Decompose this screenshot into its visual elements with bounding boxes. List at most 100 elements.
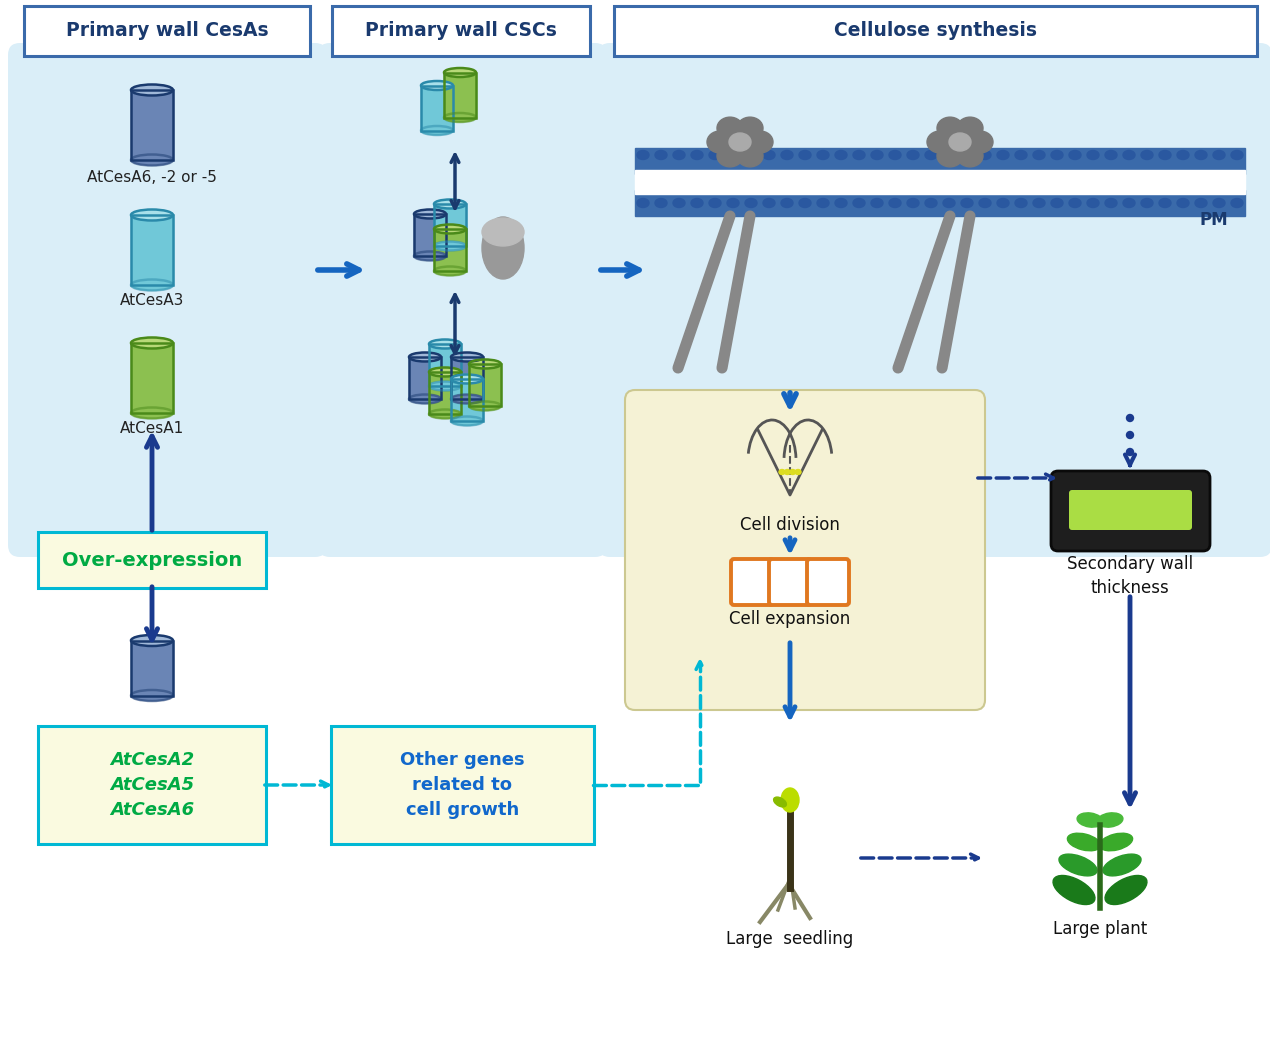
Text: Large plant: Large plant	[1053, 920, 1147, 938]
Ellipse shape	[937, 117, 963, 139]
Text: Primary wall CSCs: Primary wall CSCs	[364, 22, 558, 40]
FancyBboxPatch shape	[598, 43, 1270, 557]
Ellipse shape	[907, 151, 919, 160]
Bar	[451, 357, 483, 399]
Ellipse shape	[1126, 432, 1134, 438]
FancyBboxPatch shape	[24, 6, 310, 56]
Ellipse shape	[799, 151, 812, 160]
Ellipse shape	[1126, 414, 1134, 421]
Ellipse shape	[1126, 448, 1134, 456]
Ellipse shape	[1015, 198, 1027, 208]
Ellipse shape	[745, 151, 757, 160]
Ellipse shape	[927, 131, 952, 153]
Ellipse shape	[834, 198, 847, 208]
Ellipse shape	[1231, 198, 1243, 208]
Ellipse shape	[1105, 875, 1147, 904]
Ellipse shape	[773, 797, 786, 807]
Text: Cell division: Cell division	[740, 516, 839, 534]
FancyBboxPatch shape	[38, 532, 265, 588]
Bar	[469, 364, 500, 406]
Ellipse shape	[871, 198, 883, 208]
Ellipse shape	[763, 151, 775, 160]
Ellipse shape	[729, 133, 751, 151]
Ellipse shape	[691, 151, 704, 160]
Ellipse shape	[420, 81, 453, 90]
Text: Over-expression: Over-expression	[62, 550, 243, 570]
Bar	[434, 204, 466, 246]
Ellipse shape	[1087, 151, 1099, 160]
Bar	[451, 357, 483, 399]
Ellipse shape	[709, 198, 721, 208]
Bar	[131, 343, 173, 413]
Ellipse shape	[747, 131, 773, 153]
Ellipse shape	[451, 394, 483, 404]
Ellipse shape	[1059, 854, 1097, 876]
Text: AtCesA2
AtCesA5
AtCesA6: AtCesA2 AtCesA5 AtCesA6	[110, 752, 194, 819]
Ellipse shape	[131, 635, 173, 646]
Ellipse shape	[817, 151, 829, 160]
Ellipse shape	[638, 198, 649, 208]
Ellipse shape	[483, 218, 525, 246]
FancyBboxPatch shape	[38, 726, 265, 844]
Ellipse shape	[1140, 198, 1153, 208]
Ellipse shape	[1177, 198, 1189, 208]
Bar	[131, 343, 173, 413]
Bar	[444, 73, 476, 117]
Bar	[131, 90, 173, 160]
FancyBboxPatch shape	[318, 43, 607, 557]
Ellipse shape	[1067, 834, 1101, 851]
Ellipse shape	[781, 788, 799, 812]
Ellipse shape	[997, 198, 1008, 208]
Ellipse shape	[1069, 198, 1081, 208]
Ellipse shape	[673, 151, 685, 160]
Text: PM: PM	[1199, 211, 1228, 229]
Ellipse shape	[795, 469, 801, 474]
Ellipse shape	[779, 469, 785, 474]
Bar	[429, 344, 461, 386]
Bar	[429, 372, 461, 414]
Ellipse shape	[131, 210, 173, 220]
Text: AtCesA3: AtCesA3	[119, 293, 184, 308]
Ellipse shape	[483, 217, 525, 279]
Ellipse shape	[131, 155, 173, 165]
Bar	[434, 229, 466, 271]
Ellipse shape	[1102, 854, 1140, 876]
Ellipse shape	[434, 199, 466, 209]
Ellipse shape	[997, 151, 1008, 160]
Ellipse shape	[1140, 151, 1153, 160]
Bar	[434, 229, 466, 271]
Ellipse shape	[781, 198, 792, 208]
Bar	[429, 344, 461, 386]
Ellipse shape	[961, 151, 973, 160]
Ellipse shape	[655, 151, 667, 160]
Ellipse shape	[726, 151, 739, 160]
Ellipse shape	[944, 198, 955, 208]
Ellipse shape	[1160, 198, 1171, 208]
Ellipse shape	[1195, 151, 1206, 160]
FancyBboxPatch shape	[1069, 490, 1193, 530]
Ellipse shape	[1053, 875, 1095, 904]
Bar	[414, 214, 446, 256]
Ellipse shape	[1213, 198, 1226, 208]
Ellipse shape	[1123, 198, 1135, 208]
Text: Large  seedling: Large seedling	[726, 930, 853, 948]
Text: Secondary wall
thickness: Secondary wall thickness	[1067, 555, 1193, 597]
Text: AtCesA6, -2 or -5: AtCesA6, -2 or -5	[88, 170, 217, 185]
Ellipse shape	[131, 279, 173, 291]
Bar	[420, 85, 453, 131]
Ellipse shape	[925, 151, 937, 160]
Ellipse shape	[414, 210, 446, 219]
Ellipse shape	[958, 117, 983, 139]
Ellipse shape	[131, 690, 173, 701]
Ellipse shape	[429, 367, 461, 377]
Ellipse shape	[451, 375, 483, 383]
FancyBboxPatch shape	[625, 390, 986, 710]
Text: Other genes
related to
cell growth: Other genes related to cell growth	[400, 752, 525, 819]
Ellipse shape	[131, 337, 173, 349]
Ellipse shape	[949, 133, 972, 151]
Ellipse shape	[781, 151, 792, 160]
Bar	[469, 364, 500, 406]
Ellipse shape	[131, 84, 173, 95]
Ellipse shape	[469, 402, 500, 410]
Ellipse shape	[907, 198, 919, 208]
